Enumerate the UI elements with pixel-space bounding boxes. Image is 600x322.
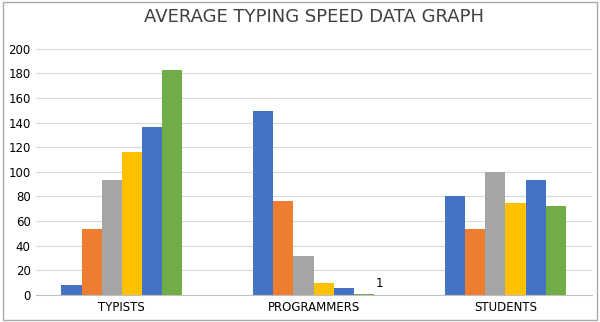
Title: AVERAGE TYPING SPEED DATA GRAPH: AVERAGE TYPING SPEED DATA GRAPH bbox=[143, 8, 484, 26]
Bar bbox=[545, 206, 566, 295]
Bar bbox=[82, 229, 102, 295]
Bar bbox=[334, 288, 354, 295]
Text: 1: 1 bbox=[376, 277, 383, 290]
Bar bbox=[274, 202, 293, 295]
Bar bbox=[445, 196, 465, 295]
Bar bbox=[354, 294, 374, 295]
Bar bbox=[142, 128, 162, 295]
Bar bbox=[465, 229, 485, 295]
Bar bbox=[122, 152, 142, 295]
Bar bbox=[102, 180, 122, 295]
Bar bbox=[314, 283, 334, 295]
Bar bbox=[526, 180, 545, 295]
Bar bbox=[162, 70, 182, 295]
Bar bbox=[485, 172, 505, 295]
Bar bbox=[505, 203, 526, 295]
Bar bbox=[293, 256, 314, 295]
Bar bbox=[253, 111, 274, 295]
Bar bbox=[61, 285, 82, 295]
